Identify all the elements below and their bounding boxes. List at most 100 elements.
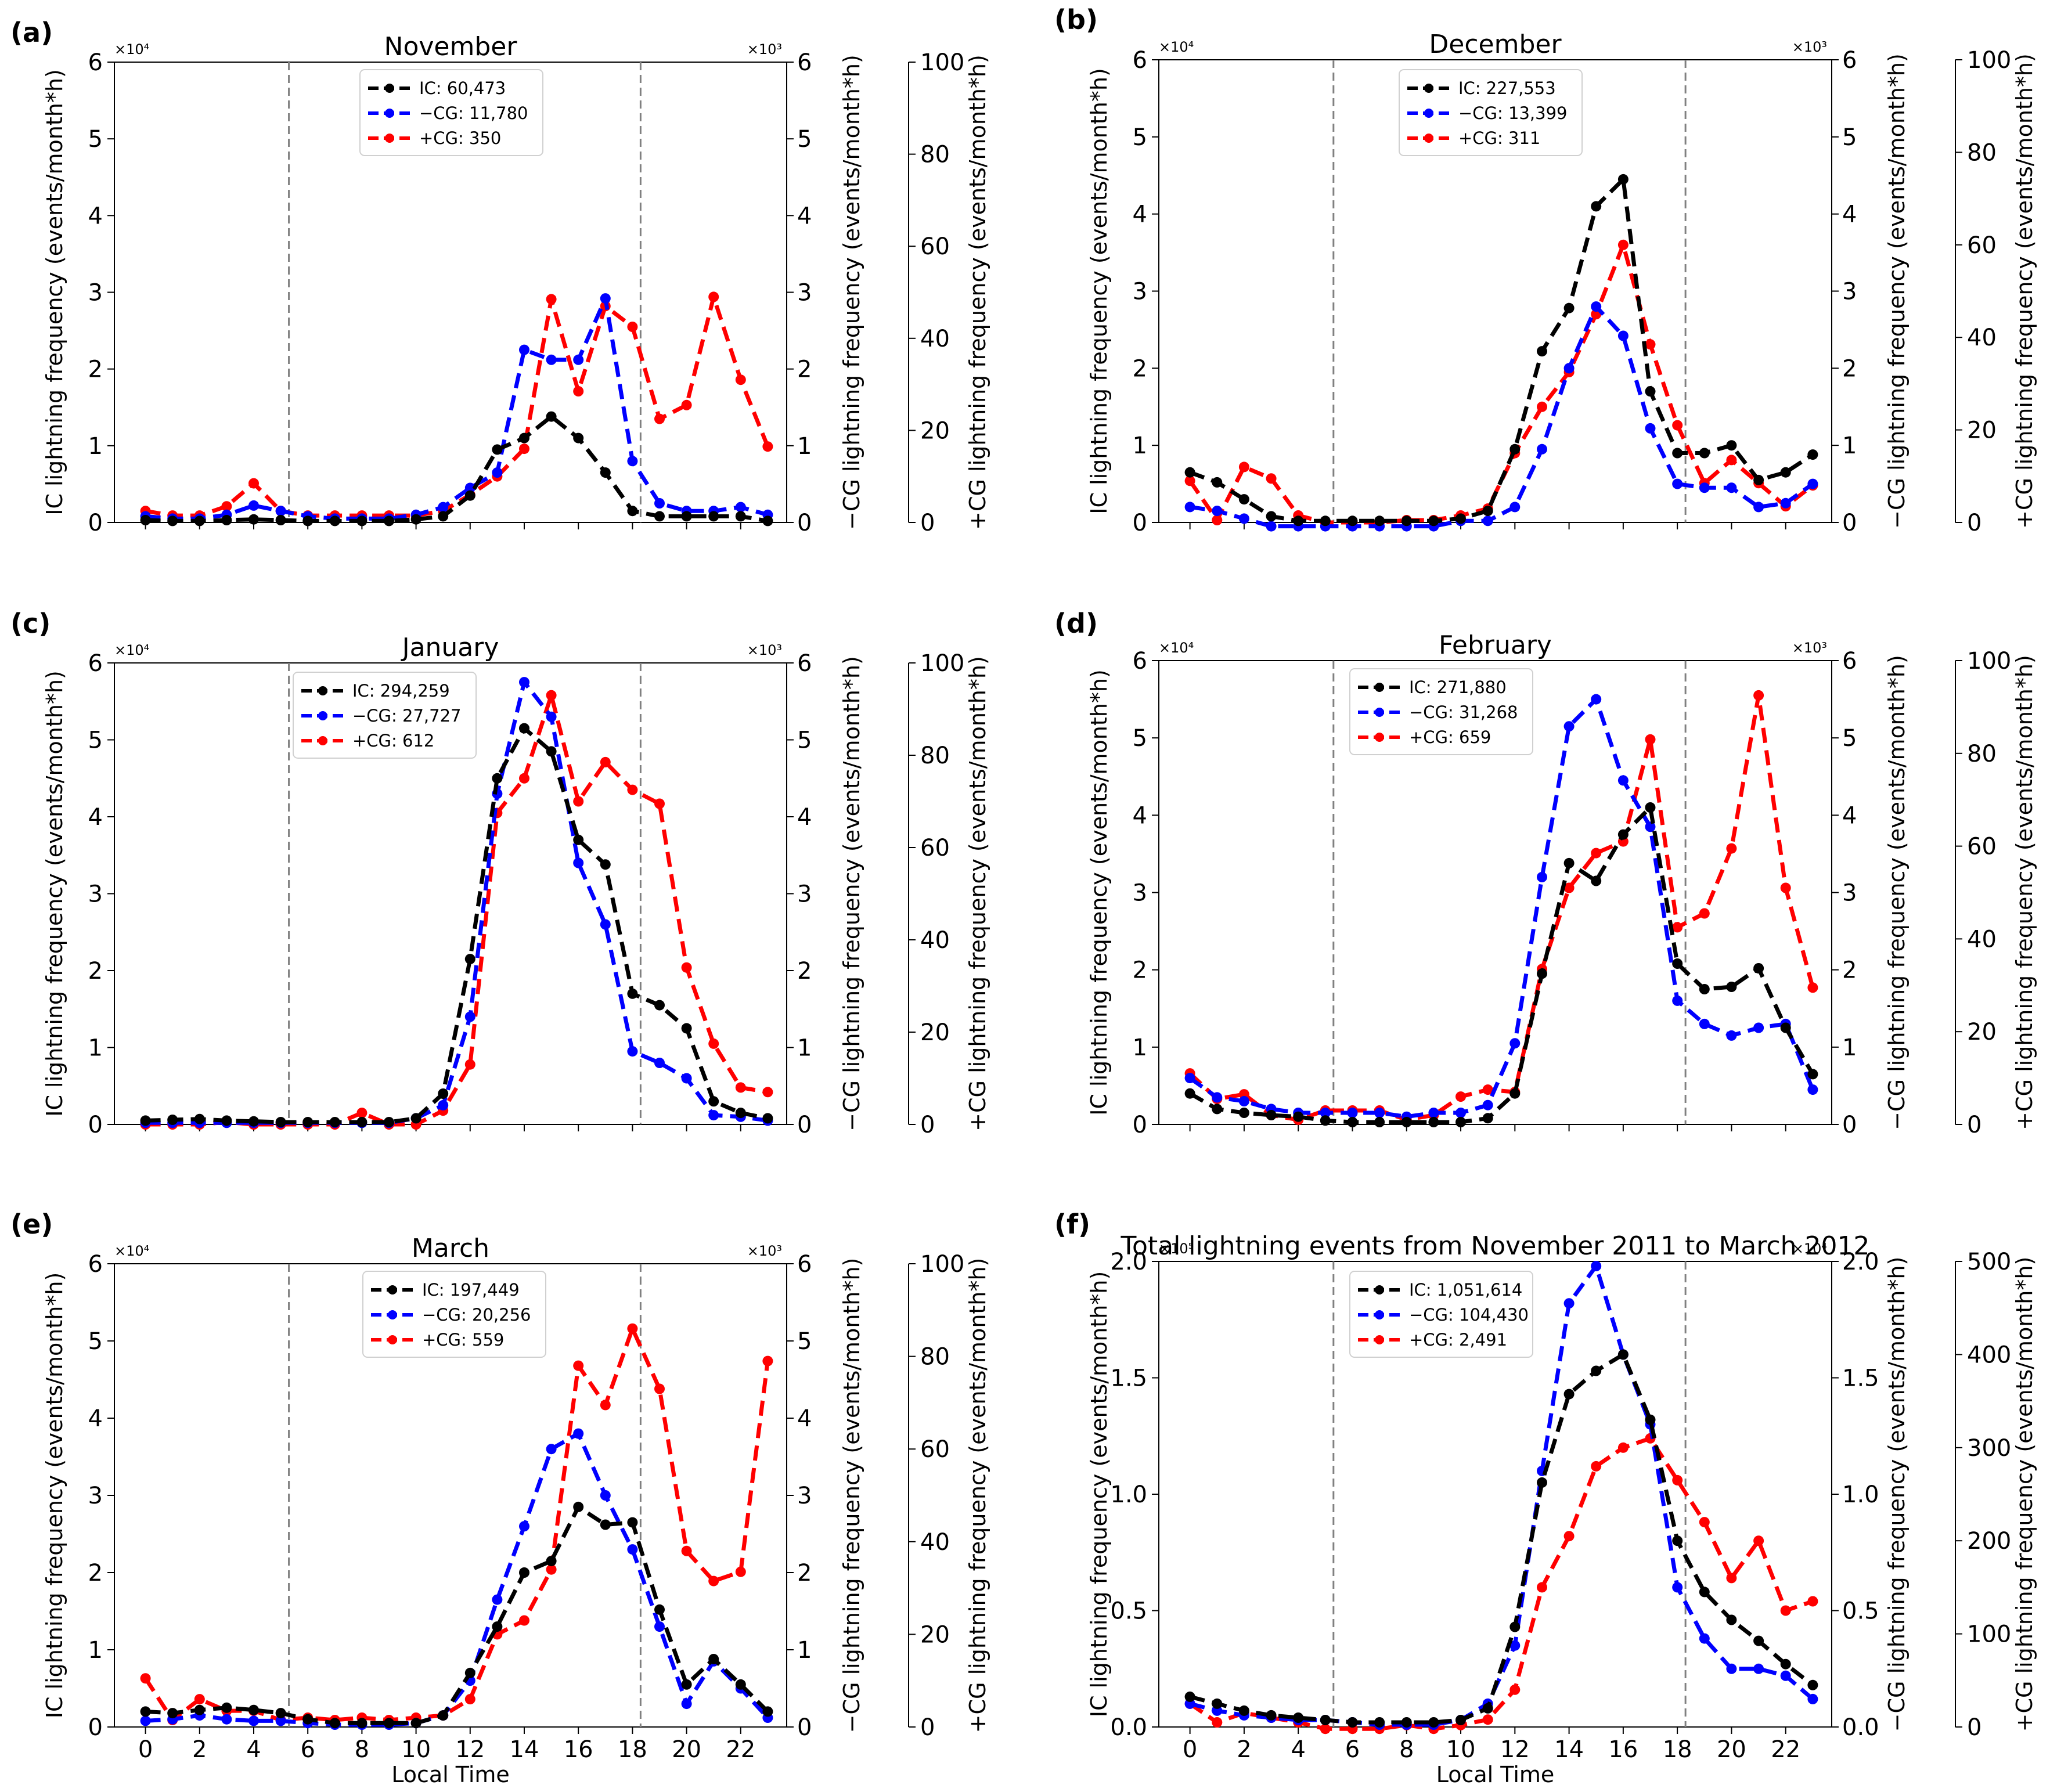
y-left-tick-label: 0 bbox=[88, 510, 103, 536]
data-point bbox=[1807, 1693, 1818, 1704]
legend: IC: 197,449 −CG: 20,256 +CG: 559 bbox=[362, 1271, 546, 1358]
y-right-tick-label: 0 bbox=[920, 1714, 935, 1741]
series-line bbox=[1188, 243, 1814, 525]
x-tick-label: 16 bbox=[1608, 1736, 1638, 1763]
panel-label: (e) bbox=[10, 1209, 53, 1240]
data-point bbox=[492, 467, 503, 478]
legend-swatch-marker bbox=[1375, 683, 1384, 692]
panel-d: (d) February 0 1 2 3 4 5 6 ×10⁴ IC lightning frequ… bbox=[1054, 608, 2037, 1138]
data-point bbox=[302, 1117, 314, 1127]
data-point bbox=[248, 478, 259, 489]
data-point bbox=[1780, 497, 1791, 509]
data-point bbox=[1699, 984, 1710, 994]
data-point bbox=[1563, 1531, 1575, 1542]
y-left-tick-label: 4 bbox=[1133, 201, 1147, 228]
data-point bbox=[1780, 1658, 1791, 1670]
y-right-tick-label: 60 bbox=[920, 233, 950, 260]
data-point bbox=[464, 1694, 475, 1705]
data-point bbox=[1184, 502, 1195, 513]
data-point bbox=[1753, 502, 1764, 513]
data-point bbox=[573, 386, 584, 396]
data-point bbox=[708, 1575, 719, 1587]
data-point bbox=[438, 1710, 449, 1721]
data-point bbox=[492, 773, 503, 784]
data-point bbox=[1509, 1621, 1521, 1632]
data-point bbox=[1482, 1084, 1493, 1095]
y-left-tick-label: 2 bbox=[88, 356, 103, 383]
y-mid-tick-label: 1 bbox=[1842, 1034, 1857, 1061]
panel-label: (d) bbox=[1054, 608, 1098, 639]
data-point bbox=[1428, 1717, 1439, 1728]
data-point bbox=[1617, 775, 1629, 786]
x-tick-label: 14 bbox=[510, 1736, 539, 1763]
data-point bbox=[167, 1708, 178, 1719]
data-point bbox=[1184, 1073, 1195, 1084]
series-ic bbox=[1184, 802, 1818, 1127]
data-point bbox=[410, 1718, 421, 1729]
data-point bbox=[1699, 1633, 1710, 1644]
data-point bbox=[410, 1113, 421, 1124]
data-point bbox=[708, 1654, 719, 1664]
y-mid-tick-label: 3 bbox=[797, 881, 812, 908]
y-left-tick-label: 2 bbox=[88, 958, 103, 985]
series-line bbox=[1190, 304, 1814, 529]
y-mid-tick-label: 2 bbox=[1842, 957, 1857, 984]
y-left-tick-label: 6 bbox=[88, 650, 103, 677]
y-mid-exponent: ×10³ bbox=[747, 642, 782, 658]
legend-swatch-marker bbox=[318, 686, 327, 695]
y-mid-tick-label: 6 bbox=[1842, 47, 1857, 74]
data-point bbox=[1455, 1108, 1466, 1118]
data-point bbox=[1428, 1117, 1439, 1127]
data-point bbox=[1780, 467, 1791, 478]
y-left-tick-label: 3 bbox=[88, 280, 103, 307]
legend-swatch-marker bbox=[1375, 708, 1384, 717]
panel-title: December bbox=[1429, 30, 1562, 59]
data-point bbox=[519, 1615, 529, 1626]
data-point bbox=[464, 482, 475, 493]
x-tick-label: 0 bbox=[138, 1736, 153, 1763]
y-left-tick-label: 1 bbox=[1133, 1034, 1147, 1061]
y-right-tick-label: 80 bbox=[1967, 139, 1997, 166]
data-point bbox=[1320, 515, 1331, 527]
data-point bbox=[762, 515, 773, 527]
y-mid-tick-label: 1 bbox=[797, 1035, 812, 1062]
data-point bbox=[1617, 1349, 1629, 1360]
data-point bbox=[356, 515, 368, 527]
data-point bbox=[167, 515, 178, 527]
data-point bbox=[464, 1667, 475, 1678]
legend: IC: 1,051,614 −CG: 104,430 +CG: 2,491 bbox=[1349, 1271, 1533, 1358]
data-point bbox=[1482, 515, 1493, 527]
series-line bbox=[145, 414, 768, 523]
data-point bbox=[194, 1704, 205, 1715]
legend-entry: −CG: 20,256 bbox=[422, 1305, 531, 1325]
legend-entry: +CG: 2,491 bbox=[1409, 1330, 1507, 1350]
y-mid-exponent: ×10³ bbox=[747, 1243, 782, 1259]
y-left-tick-label: 0 bbox=[1133, 510, 1147, 536]
y-right-tick-label: 40 bbox=[1967, 926, 1997, 953]
y-left-tick-label: 1.5 bbox=[1110, 1365, 1147, 1392]
data-point bbox=[1672, 995, 1683, 1006]
series-pos-cg bbox=[1184, 1433, 1818, 1735]
data-point bbox=[1184, 1088, 1195, 1099]
legend-entry: IC: 60,473 bbox=[419, 78, 506, 98]
data-point bbox=[600, 1400, 611, 1411]
legend-swatch-marker bbox=[318, 736, 327, 745]
y-right-tick-label: 40 bbox=[1967, 324, 1997, 351]
data-point bbox=[573, 857, 584, 868]
y-left-tick-label: 4 bbox=[1133, 802, 1147, 829]
y-right-tick-label: 500 bbox=[1967, 1249, 2011, 1275]
y-mid-tick-label: 2 bbox=[797, 1560, 812, 1587]
data-point bbox=[1320, 1115, 1331, 1126]
y-mid-tick-label: 6 bbox=[1842, 648, 1857, 675]
legend-swatch-marker bbox=[1424, 109, 1433, 118]
data-point bbox=[1563, 857, 1575, 868]
y-right-tick-label: 100 bbox=[920, 650, 964, 677]
y-left-exponent: ×10⁴ bbox=[114, 1243, 149, 1259]
data-point bbox=[1563, 1389, 1575, 1400]
y-left-tick-label: 6 bbox=[1133, 47, 1147, 74]
data-point bbox=[167, 1115, 178, 1125]
data-point bbox=[1212, 515, 1223, 525]
y-left-axis-label: IC lightning frequency (events/month*h) bbox=[1086, 68, 1112, 514]
